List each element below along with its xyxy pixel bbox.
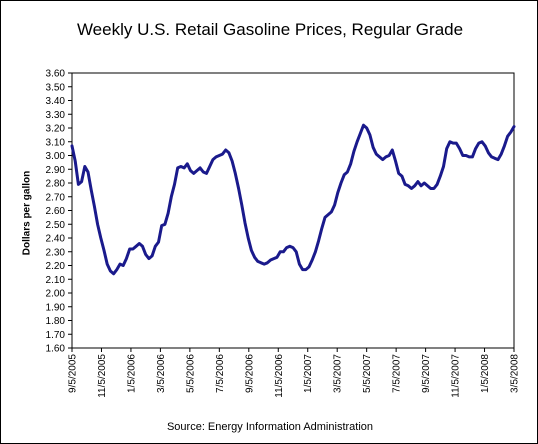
y-tick-label: 1.60 <box>46 344 66 355</box>
y-tick-label: 2.10 <box>46 275 66 286</box>
chart-title: Weekly U.S. Retail Gasoline Prices, Regu… <box>76 20 464 39</box>
y-tick-label: 2.50 <box>46 220 66 231</box>
source-note: Source: Energy Information Administratio… <box>166 421 374 433</box>
y-axis: 1.60 1.70 1.80 1.90 2.00 2.10 2.20 2.30 2.40 2.50… <box>46 69 72 355</box>
y-tick-label: 2.40 <box>46 234 66 245</box>
y-tick-label: 3.60 <box>46 69 66 80</box>
y-tick-label: 2.60 <box>46 206 66 217</box>
y-tick-label: 3.30 <box>46 110 66 121</box>
y-tick-label: 3.40 <box>46 96 66 107</box>
y-tick-label: 1.90 <box>46 302 66 313</box>
y-tick-label: 1.80 <box>46 316 66 327</box>
series <box>70 123 516 276</box>
x-tick-label: 9/5/2007 <box>421 354 432 393</box>
y-tick-label: 2.90 <box>46 165 66 176</box>
x-tick-label: 5/5/2006 <box>185 354 196 393</box>
y-tick-label: 3.00 <box>46 151 66 162</box>
y-tick-label: 3.20 <box>46 124 66 135</box>
x-tick-label: 3/5/2006 <box>156 354 167 393</box>
x-tick-label: 5/5/2007 <box>362 354 373 393</box>
x-tick-label: 11/5/2007 <box>451 354 462 398</box>
x-tick-label: 1/5/2006 <box>126 354 137 393</box>
x-tick-label: 1/5/2008 <box>480 354 491 393</box>
y-tick-label: 2.70 <box>46 192 66 203</box>
x-tick-label: 9/5/2005 <box>68 354 79 393</box>
series-line <box>70 123 516 276</box>
x-tick-label: 3/5/2008 <box>510 354 521 393</box>
plot-area <box>71 72 515 349</box>
x-tick-label: 11/5/2005 <box>97 354 108 398</box>
x-tick-label: 11/5/2006 <box>274 354 285 398</box>
y-tick-label: 2.00 <box>46 289 66 300</box>
y-tick-label: 2.30 <box>46 247 66 258</box>
y-tick-label: 2.80 <box>46 179 66 190</box>
x-tick-label: 3/5/2007 <box>333 354 344 393</box>
y-tick-label: 2.20 <box>46 261 66 272</box>
x-axis: 9/5/2005 11/5/2005 1/5/2006 3/5/2006 5/5/200… <box>68 348 521 398</box>
x-tick-label: 9/5/2006 <box>244 354 255 393</box>
y-tick-label: 3.50 <box>46 82 66 93</box>
y-tick-label: 3.10 <box>46 137 66 148</box>
y-tick-label: 1.70 <box>46 330 66 341</box>
x-tick-label: 7/5/2007 <box>392 354 403 393</box>
x-tick-label: 7/5/2006 <box>215 354 226 393</box>
x-tick-label: 1/5/2007 <box>303 354 314 393</box>
